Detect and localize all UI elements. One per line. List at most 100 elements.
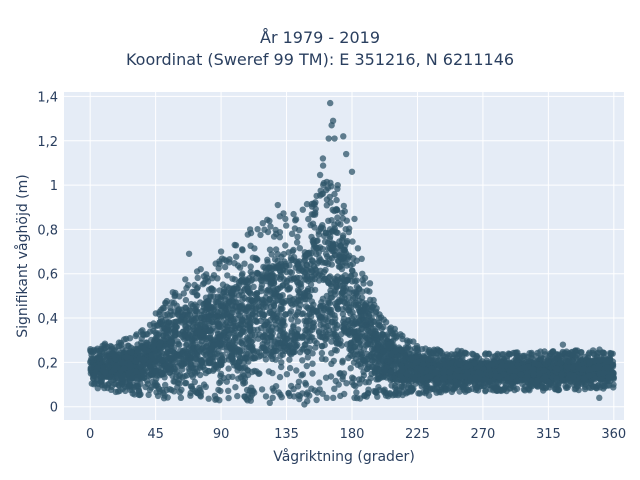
data-point xyxy=(144,341,152,348)
data-point xyxy=(88,380,96,387)
data-point xyxy=(211,392,219,399)
data-point xyxy=(259,334,267,341)
data-point xyxy=(290,322,297,329)
data-point xyxy=(333,283,340,290)
data-point xyxy=(338,275,345,282)
data-point xyxy=(175,306,183,313)
data-point xyxy=(209,367,217,374)
data-point xyxy=(188,371,195,378)
data-point xyxy=(245,283,252,290)
data-point xyxy=(604,364,611,371)
data-points xyxy=(87,99,617,408)
data-point xyxy=(244,231,251,238)
data-point xyxy=(361,392,368,399)
data-point xyxy=(206,286,213,293)
data-point xyxy=(260,297,267,304)
data-point xyxy=(553,365,560,372)
data-point xyxy=(245,288,252,295)
data-point xyxy=(343,380,350,387)
data-point xyxy=(553,351,560,358)
data-point xyxy=(354,361,361,368)
data-point xyxy=(119,385,126,392)
data-point xyxy=(524,354,531,361)
data-point xyxy=(294,332,301,339)
data-point xyxy=(212,260,219,267)
data-point xyxy=(281,339,289,346)
data-point xyxy=(377,314,385,321)
data-point xyxy=(419,361,427,368)
data-point xyxy=(210,293,217,300)
data-point xyxy=(323,394,330,401)
data-point xyxy=(145,391,152,399)
data-point xyxy=(262,393,270,400)
data-point xyxy=(441,361,448,368)
data-point xyxy=(456,351,463,358)
data-point xyxy=(360,357,367,364)
data-point xyxy=(250,283,257,290)
data-point xyxy=(400,383,407,391)
data-point xyxy=(315,231,322,238)
data-point xyxy=(194,284,201,291)
data-point xyxy=(371,318,378,325)
data-point xyxy=(288,230,296,237)
data-point xyxy=(170,388,178,395)
data-point xyxy=(331,385,338,392)
data-point xyxy=(219,318,227,326)
data-point xyxy=(292,216,300,223)
data-point xyxy=(199,281,207,288)
data-point xyxy=(301,401,308,408)
data-point xyxy=(316,379,323,386)
data-point xyxy=(146,386,154,393)
data-point xyxy=(353,389,360,396)
data-point xyxy=(191,301,198,308)
data-point xyxy=(87,364,95,371)
data-point xyxy=(563,357,570,364)
data-point xyxy=(302,266,310,273)
data-point xyxy=(247,263,254,270)
data-point xyxy=(162,381,169,389)
data-point xyxy=(558,371,565,378)
data-point xyxy=(242,350,250,357)
data-point xyxy=(228,291,235,298)
data-point xyxy=(278,253,285,261)
data-point xyxy=(302,381,310,388)
data-point xyxy=(221,256,228,263)
data-point xyxy=(330,394,337,401)
data-point xyxy=(126,335,134,342)
data-point xyxy=(386,374,394,381)
data-point xyxy=(279,351,286,358)
data-point xyxy=(372,388,380,395)
data-point xyxy=(123,353,130,361)
data-point xyxy=(376,322,383,329)
data-point xyxy=(277,326,284,333)
data-point xyxy=(392,361,400,368)
data-point xyxy=(360,280,367,287)
data-point xyxy=(492,385,499,392)
data-point xyxy=(176,389,183,396)
data-point xyxy=(514,349,521,356)
data-point xyxy=(567,352,574,359)
data-point xyxy=(278,359,285,366)
data-point xyxy=(589,383,597,390)
data-point xyxy=(102,369,109,376)
data-point xyxy=(152,310,159,317)
data-point xyxy=(350,313,357,320)
data-point xyxy=(182,296,190,304)
data-point xyxy=(351,328,358,335)
data-point xyxy=(283,277,291,285)
data-point xyxy=(349,267,356,275)
data-point xyxy=(316,386,323,393)
data-point xyxy=(379,348,387,355)
data-point xyxy=(296,265,303,272)
data-point xyxy=(304,273,311,280)
data-point xyxy=(343,217,350,224)
data-point xyxy=(184,312,191,320)
data-point xyxy=(197,299,204,306)
data-point xyxy=(225,387,232,394)
data-point xyxy=(268,327,275,334)
data-point xyxy=(456,380,464,388)
data-point xyxy=(328,183,335,190)
data-point xyxy=(328,246,336,253)
data-point xyxy=(299,333,306,340)
data-point xyxy=(226,298,234,305)
